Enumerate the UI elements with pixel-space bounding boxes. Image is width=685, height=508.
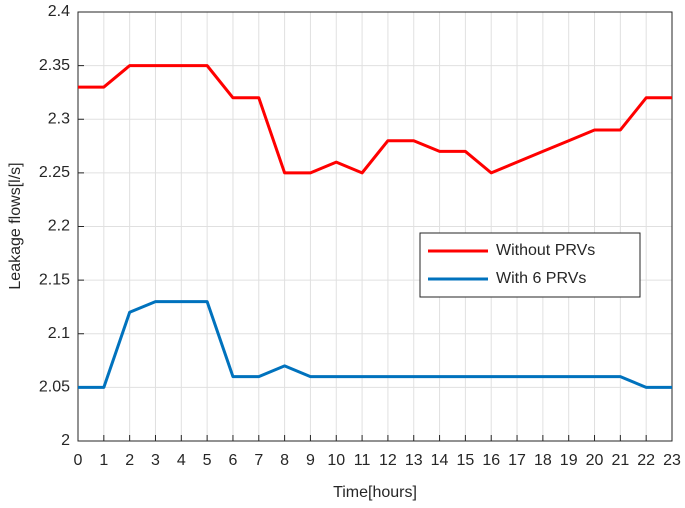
x-tick-label: 18 [534,452,552,469]
x-tick-label: 16 [482,452,500,469]
line-series [78,64,672,175]
x-tick-label: 1 [99,452,108,469]
y-axis-label: Leakage flows[l/s] [7,162,24,289]
y-tick-label: 2.1 [48,325,70,342]
x-axis-label: Time[hours] [333,484,417,501]
legend-label: With 6 PRVs [496,270,586,287]
y-tick-label: 2.2 [48,218,70,235]
x-tick-label: 9 [306,452,315,469]
x-tick-label: 14 [431,452,449,469]
x-tick-label: 4 [177,452,186,469]
y-tick-label: 2.15 [39,271,70,288]
x-tick-label: 22 [637,452,655,469]
x-tick-label: 8 [280,452,289,469]
x-tick-label: 15 [456,452,474,469]
x-tick-label: 23 [663,452,681,469]
legend-label: Without PRVs [496,242,595,259]
x-tick-label: 11 [354,452,371,469]
line-series [78,300,672,389]
y-tick-label: 2 [61,432,70,449]
x-tick-label: 13 [405,452,423,469]
plot-frame [77,11,673,442]
x-tick-label: 7 [254,452,263,469]
x-tick-label: 3 [151,452,160,469]
y-tick-label: 2.05 [39,379,70,396]
y-tick-label: 2.25 [39,164,70,181]
x-tick-label: 19 [560,452,578,469]
x-tick-label: 17 [508,452,526,469]
x-tick-label: 6 [229,452,238,469]
x-tick-label: 21 [611,452,629,469]
x-tick-label: 2 [125,452,134,469]
legend-box [419,232,641,298]
y-tick-label: 2.35 [39,57,70,74]
y-tick-label: 2.4 [48,3,70,20]
x-tick-label: 0 [74,452,83,469]
x-tick-label: 12 [379,452,397,469]
y-tick-label: 2.3 [48,110,70,127]
x-tick-label: 10 [327,452,345,469]
x-tick-label: 5 [203,452,212,469]
x-tick-label: 20 [586,452,604,469]
